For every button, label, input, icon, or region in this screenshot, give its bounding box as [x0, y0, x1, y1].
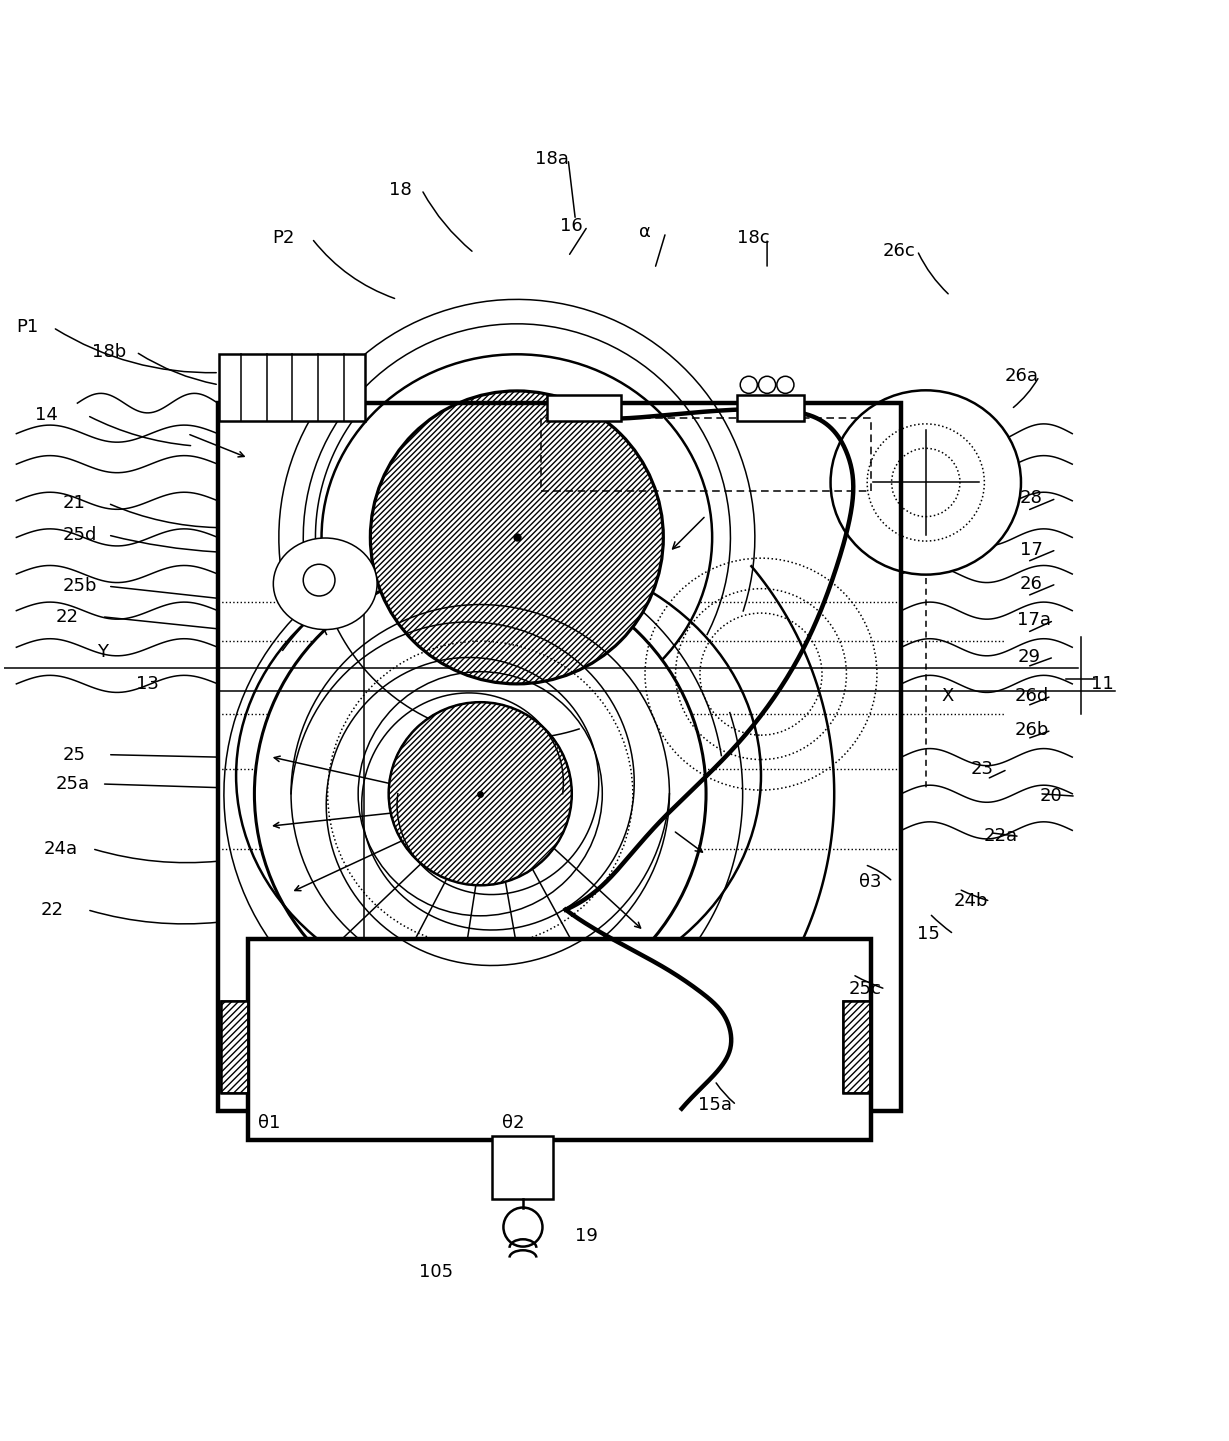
Bar — [219, 354, 365, 421]
Text: α: α — [639, 223, 651, 241]
Text: 11: 11 — [1090, 674, 1113, 693]
Circle shape — [370, 391, 664, 684]
Circle shape — [758, 376, 775, 393]
Bar — [221, 1001, 248, 1092]
Text: 25d: 25d — [63, 526, 97, 543]
Text: 26: 26 — [1020, 575, 1042, 592]
Text: 24b: 24b — [954, 892, 988, 911]
Text: θ3: θ3 — [859, 873, 881, 891]
Text: 15: 15 — [917, 925, 940, 942]
Text: 105: 105 — [419, 1264, 454, 1281]
Circle shape — [304, 565, 336, 597]
Text: 29: 29 — [1018, 648, 1040, 666]
Text: 22: 22 — [41, 901, 64, 919]
Text: 28: 28 — [1020, 490, 1042, 507]
Text: 26d: 26d — [1015, 687, 1050, 705]
Circle shape — [504, 1208, 542, 1246]
Text: 26c: 26c — [884, 242, 916, 259]
Text: 22a: 22a — [983, 827, 1018, 846]
Bar — [248, 940, 871, 1140]
Ellipse shape — [322, 354, 712, 720]
Ellipse shape — [273, 537, 377, 630]
Text: 25b: 25b — [63, 578, 97, 595]
Bar — [547, 395, 621, 421]
Text: 26a: 26a — [1005, 367, 1039, 385]
Text: 25a: 25a — [55, 775, 90, 793]
Text: 18a: 18a — [535, 150, 569, 169]
Bar — [218, 403, 901, 1111]
Text: 19: 19 — [575, 1226, 599, 1245]
Text: 18c: 18c — [736, 229, 769, 248]
Text: 25: 25 — [63, 745, 86, 764]
Bar — [541, 418, 871, 491]
Text: 18: 18 — [388, 180, 412, 199]
Bar — [493, 1136, 553, 1199]
Text: P2: P2 — [273, 229, 295, 248]
Text: 18b: 18b — [92, 343, 127, 360]
Text: 17a: 17a — [1018, 611, 1051, 630]
Circle shape — [740, 376, 757, 393]
Text: 17: 17 — [1020, 540, 1042, 559]
Text: P1: P1 — [16, 318, 38, 336]
Circle shape — [254, 568, 705, 1020]
Text: 15a: 15a — [698, 1097, 731, 1114]
Text: Y: Y — [97, 643, 108, 661]
Text: X: X — [941, 687, 954, 705]
Circle shape — [388, 702, 571, 885]
Text: 24a: 24a — [43, 840, 77, 857]
Text: 21: 21 — [63, 494, 86, 512]
Bar — [221, 1001, 248, 1092]
Text: 25c: 25c — [849, 980, 881, 999]
Bar — [843, 1001, 870, 1092]
Text: 13: 13 — [136, 674, 159, 693]
Bar — [736, 395, 804, 421]
Text: θ1: θ1 — [258, 1114, 280, 1133]
Text: θ2: θ2 — [503, 1114, 525, 1133]
Ellipse shape — [831, 391, 1021, 575]
Text: 16: 16 — [559, 218, 583, 235]
Text: 26b: 26b — [1015, 722, 1050, 739]
Text: 23: 23 — [971, 761, 994, 778]
Text: 22: 22 — [55, 608, 79, 625]
Text: 20: 20 — [1040, 787, 1062, 806]
Bar — [843, 1001, 870, 1092]
Circle shape — [777, 376, 794, 393]
Text: 14: 14 — [34, 406, 58, 424]
